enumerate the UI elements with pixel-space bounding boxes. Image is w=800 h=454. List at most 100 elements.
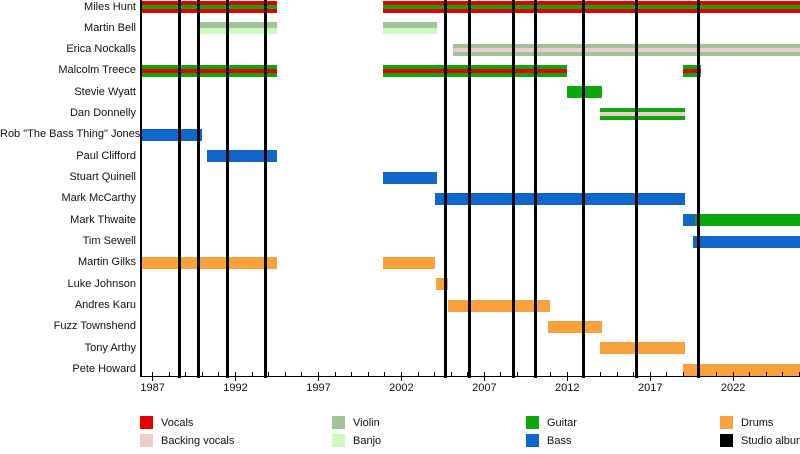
major-tick [566, 377, 568, 381]
minor-tick [666, 372, 668, 376]
major-tick [649, 377, 651, 381]
minor-tick [251, 372, 253, 376]
major-tick [152, 377, 154, 381]
member-label: Rob "The Bass Thing" Jones [0, 128, 141, 141]
minor-tick [268, 372, 270, 376]
minor-tick [649, 372, 651, 376]
legend-label: Studio album [741, 435, 800, 447]
bar-layer-banjo [383, 28, 438, 35]
timeline-bar-vocals [383, 1, 800, 13]
minor-tick [152, 372, 154, 376]
bar-stripe-vocals [141, 68, 277, 73]
legend-swatch-studio_album [720, 434, 733, 447]
studio-album-line [511, 0, 515, 378]
minor-tick [301, 372, 303, 376]
timeline-bar-drums [600, 342, 686, 355]
bar-stripe-backing_vocals [600, 111, 686, 116]
member-label: Paul Clifford [76, 149, 136, 162]
member-label: Martin Bell [84, 21, 136, 34]
studio-album-line [263, 0, 267, 378]
member-label: Malcolm Treece [58, 64, 136, 77]
minor-tick [334, 372, 336, 376]
x-tick-label: 1987 [140, 381, 165, 394]
member-label: Mark Thwaite [70, 213, 136, 226]
minor-tick [434, 372, 436, 376]
major-tick [317, 377, 319, 381]
minor-tick [583, 372, 585, 376]
minor-tick [168, 372, 170, 376]
minor-tick [417, 372, 419, 376]
minor-tick [284, 372, 286, 376]
minor-tick [550, 372, 552, 376]
minor-tick [782, 372, 784, 376]
minor-tick [201, 372, 203, 376]
x-tick-label: 1997 [306, 381, 331, 394]
minor-tick [367, 372, 369, 376]
x-tick-label: 2012 [555, 381, 580, 394]
bar-stripe-guitar [383, 5, 800, 9]
legend-swatch-banjo [332, 434, 345, 447]
timeline-bar-bass [434, 192, 686, 205]
minor-tick [616, 372, 618, 376]
minor-tick [749, 372, 751, 376]
minor-tick [384, 372, 386, 376]
minor-tick [400, 372, 402, 376]
timeline-bar-drums [683, 363, 800, 376]
timeline-bar-drums [383, 256, 436, 269]
legend-swatch-guitar [526, 416, 539, 429]
studio-album-line [534, 0, 538, 378]
major-tick [483, 377, 485, 381]
studio-album-line [196, 0, 200, 378]
timeline-bar-violin [452, 43, 800, 56]
member-label: Miles Hunt [84, 0, 136, 13]
bar-stripe-guitar [141, 5, 277, 9]
legend-label: Bass [547, 435, 572, 447]
minor-tick [699, 372, 701, 376]
member-label: Stuart Quinell [69, 171, 136, 184]
minor-tick [483, 372, 485, 376]
bar-layer-violin [383, 22, 438, 29]
timeline-bar-bass [141, 128, 202, 141]
major-tick [235, 377, 237, 381]
minor-tick [185, 372, 187, 376]
minor-tick [218, 372, 220, 376]
legend-label: Guitar [547, 417, 577, 429]
member-label: Tim Sewell [82, 235, 136, 248]
member-label: Erica Nockalls [66, 43, 136, 56]
bar-stripe-vocals [683, 68, 701, 73]
studio-album-line [178, 0, 182, 378]
legend-label: Violin [353, 417, 380, 429]
member-label: Fuzz Townshend [53, 320, 136, 333]
major-tick [400, 377, 402, 381]
timeline-bar-drums [548, 320, 603, 333]
bar-layer-violin [198, 22, 277, 29]
studio-album-line [635, 0, 639, 378]
minor-tick [450, 372, 452, 376]
minor-tick [765, 372, 767, 376]
timeline-bar-bass [207, 150, 277, 163]
member-label: Luke Johnson [67, 277, 137, 290]
minor-tick [633, 372, 635, 376]
timeline-bar-guitar [567, 86, 603, 99]
x-tick-label: 2022 [720, 381, 746, 394]
minor-tick [566, 372, 568, 376]
legend-label: Vocals [161, 417, 194, 429]
member-label: Stevie Wyatt [74, 85, 136, 98]
x-tick-label: 1992 [223, 381, 248, 394]
minor-tick [351, 372, 353, 376]
timeline-bar-guitar [383, 64, 568, 77]
legend-swatch-drums [720, 416, 733, 429]
timeline-bar-guitar [600, 107, 686, 120]
timeline-bar [383, 22, 438, 35]
timeline-bar-bass [683, 214, 695, 227]
bar-stripe-vocals [383, 68, 568, 73]
studio-album-line [581, 0, 585, 378]
legend-label: Drums [741, 417, 774, 429]
member-label: Tony Arthy [84, 341, 136, 354]
x-tick-label: 2007 [472, 381, 497, 394]
timeline-bar-drums [436, 278, 448, 291]
timeline-bar-bass [383, 171, 438, 184]
member-label: Andres Karu [74, 299, 136, 312]
minor-tick [682, 372, 684, 376]
